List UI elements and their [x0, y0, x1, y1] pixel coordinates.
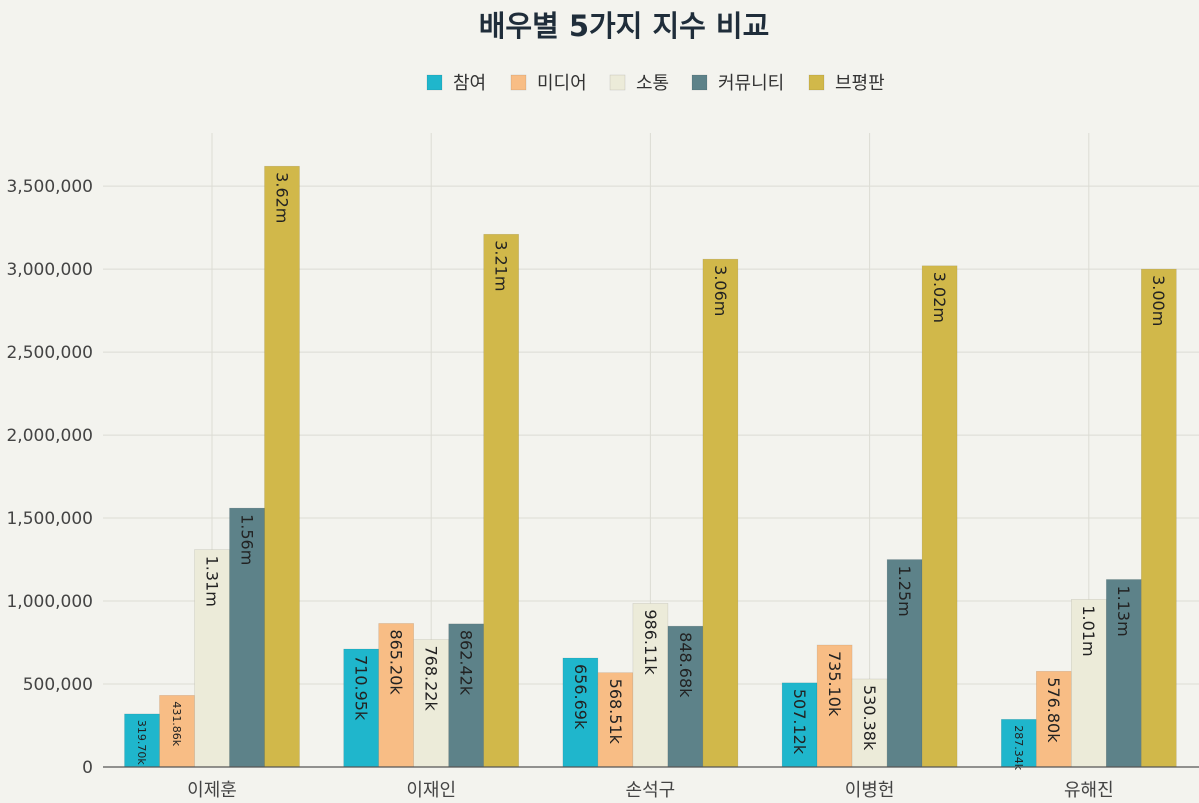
legend-label: 참여 — [453, 73, 486, 94]
bar — [921, 265, 958, 768]
legend-label: 커뮤니티 — [718, 73, 784, 94]
bar — [483, 233, 520, 768]
bar-value-label: 287.34k — [1012, 725, 1025, 770]
bar — [194, 549, 230, 768]
y-tick-label: 2,500,000 — [6, 343, 93, 363]
bar — [229, 507, 265, 768]
bar-value-label: 3.00m — [1149, 275, 1168, 326]
legend: 참여 미디어 소통 커뮤니티 브평판 — [426, 73, 885, 94]
bar — [851, 678, 888, 768]
bar-value-label: 576.80k — [1044, 677, 1063, 743]
legend-swatch — [808, 74, 825, 91]
bar — [667, 625, 704, 768]
bar-value-label: 431.86k — [170, 701, 183, 746]
bar-value-label: 1.56m — [237, 514, 256, 565]
bar-labels: 319.70k 431.86k 1.31m 1.56m 3.62m 710.95k 865.… — [135, 172, 1168, 771]
y-tick-label: 1,000,000 — [6, 592, 93, 612]
bar-value-label: 735.10k — [825, 651, 844, 717]
bar-value-label: 3.02m — [930, 272, 949, 323]
bar-value-label: 3.21m — [492, 240, 511, 291]
bar — [448, 623, 485, 768]
legend-label: 브평판 — [835, 73, 885, 94]
bar-value-label: 1.31m — [202, 556, 221, 607]
x-tick-label: 유해진 — [1064, 780, 1114, 801]
legend-swatch — [426, 74, 443, 91]
legend-item[interactable]: 커뮤니티 — [691, 73, 784, 94]
y-tick-label: 0 — [82, 758, 93, 778]
x-tick-label: 이재인 — [406, 780, 456, 801]
bar — [816, 644, 853, 768]
bar — [886, 559, 923, 768]
bar-value-label: 319.70k — [135, 720, 148, 765]
legend-item[interactable]: 브평판 — [808, 73, 885, 94]
bar-value-label: 986.11k — [641, 609, 660, 675]
x-axis: 이제훈 이재인 손석구 이병헌 유해진 — [103, 766, 1199, 801]
bars — [124, 165, 1177, 768]
bar-value-label: 568.51k — [606, 679, 625, 745]
bar — [159, 695, 195, 768]
bar — [264, 165, 300, 768]
legend-swatch — [691, 74, 708, 91]
bar-value-label: 848.68k — [676, 632, 695, 698]
bar-value-label: 1.25m — [895, 566, 914, 617]
legend-label: 소통 — [636, 73, 669, 94]
bar — [124, 713, 160, 768]
legend-item[interactable]: 미디어 — [510, 73, 587, 94]
legend-item[interactable]: 소통 — [609, 73, 669, 94]
bar-value-label: 656.69k — [571, 664, 590, 730]
bar-value-label: 768.22k — [422, 645, 441, 711]
bar — [1036, 670, 1072, 768]
bar — [597, 672, 634, 768]
y-tick-label: 3,000,000 — [6, 260, 93, 280]
bar-value-label: 507.12k — [790, 689, 809, 755]
x-tick-label: 이제훈 — [187, 780, 237, 801]
bar — [1141, 268, 1177, 768]
bar-value-label: 3.62m — [272, 172, 291, 223]
y-tick-label: 2,000,000 — [6, 426, 93, 446]
y-axis: 0 500,000 1,000,000 1,500,000 2,000,000 2,500… — [6, 177, 93, 778]
bar — [781, 682, 818, 768]
bar-value-label: 865.20k — [387, 629, 406, 695]
y-tick-label: 500,000 — [23, 675, 93, 695]
bar-value-label: 710.95k — [352, 655, 371, 721]
y-tick-label: 3,500,000 — [6, 177, 93, 197]
bar — [378, 623, 415, 768]
bar — [1106, 579, 1142, 768]
bar-value-label: 3.06m — [711, 265, 730, 316]
legend-swatch — [510, 74, 527, 91]
bar — [562, 657, 599, 768]
legend-label: 미디어 — [537, 73, 587, 94]
bar — [1071, 599, 1107, 768]
bar — [702, 258, 739, 768]
chart-title: 배우별 5가지 지수 비교 — [479, 9, 770, 43]
x-tick-label: 손석구 — [626, 780, 676, 801]
y-tick-label: 1,500,000 — [6, 509, 93, 529]
x-tick-label: 이병헌 — [845, 780, 895, 801]
bar-value-label: 1.13m — [1114, 585, 1133, 636]
bar-value-label: 862.42k — [457, 630, 476, 696]
bar-value-label: 530.38k — [860, 685, 879, 751]
legend-item[interactable]: 참여 — [426, 73, 486, 94]
bar — [413, 639, 450, 768]
bar-value-label: 1.01m — [1079, 605, 1098, 656]
legend-swatch — [609, 74, 626, 91]
